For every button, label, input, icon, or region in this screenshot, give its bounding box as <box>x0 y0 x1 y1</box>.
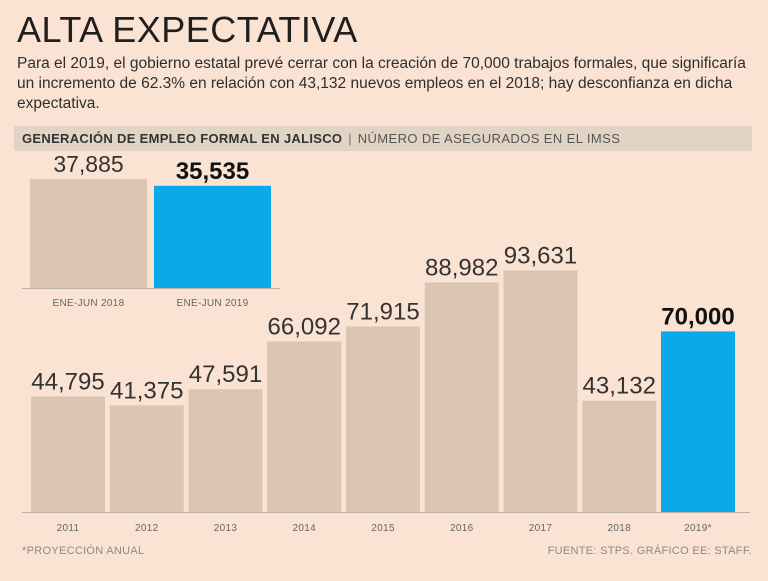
data-label: 71,915 <box>346 298 419 325</box>
tick-label: 2011 <box>57 523 80 534</box>
data-label: 70,000 <box>661 303 734 330</box>
data-label: 47,591 <box>189 361 262 388</box>
data-label: 88,982 <box>425 254 498 281</box>
data-label: 44,795 <box>31 368 104 395</box>
bar-2013 <box>188 389 263 512</box>
chart-header-subtitle: NÚMERO DE ASEGURADOS EN EL IMSS <box>357 131 621 146</box>
bar-2015 <box>346 326 420 512</box>
tick-label: 2019* <box>684 523 712 534</box>
data-label: 35,535 <box>176 158 249 185</box>
footnote: *PROYECCIÓN ANUAL <box>22 545 145 557</box>
bar-2012 <box>109 405 184 512</box>
data-label: 93,631 <box>504 242 577 269</box>
tick-label: ENE-JUN 2018 <box>53 298 125 309</box>
bar-2016 <box>424 282 499 512</box>
page-title: ALTA EXPECTATIVA <box>17 9 358 50</box>
subtitle: Para el 2019, el gobierno estatal prevé … <box>17 55 746 112</box>
data-label: 37,885 <box>53 151 123 177</box>
bar-2018 <box>582 400 657 512</box>
bar-2014 <box>267 341 342 512</box>
small-bar-chart: 37,885 ENE-JUN 2018 35,535 ENE-JUN 2019 <box>22 151 280 309</box>
tick-label: 2017 <box>529 523 553 534</box>
tick-label: 2013 <box>214 523 238 534</box>
data-label: 43,132 <box>583 373 656 400</box>
main-bar-chart: 44,795 2011 41,375 2012 47,591 2013 66,092 2014… <box>22 242 750 534</box>
tick-label: ENE-JUN 2019 <box>177 298 249 309</box>
data-label: 41,375 <box>110 377 183 404</box>
bar-2019* <box>661 331 735 512</box>
bar-2017 <box>503 270 578 512</box>
tick-label: 2012 <box>135 523 159 534</box>
bar-2011 <box>31 396 105 512</box>
tick-label: 2018 <box>608 523 632 534</box>
tick-label: 2016 <box>450 523 474 534</box>
data-label: 66,092 <box>268 313 341 340</box>
bar-ENE-JUN 2018 <box>30 179 147 288</box>
chart-header-band: GENERACIÓN DE EMPLEO FORMAL EN JALISCO |… <box>14 126 752 151</box>
tick-label: 2015 <box>371 523 395 534</box>
source-credit: FUENTE: STPS. GRÁFICO EE: STAFF. <box>547 545 752 557</box>
tick-label: 2014 <box>293 523 317 534</box>
chart-header-title: GENERACIÓN DE EMPLEO FORMAL EN JALISCO <box>22 131 343 146</box>
chart-header-separator: | <box>348 131 352 146</box>
bar-ENE-JUN 2019 <box>154 185 271 288</box>
